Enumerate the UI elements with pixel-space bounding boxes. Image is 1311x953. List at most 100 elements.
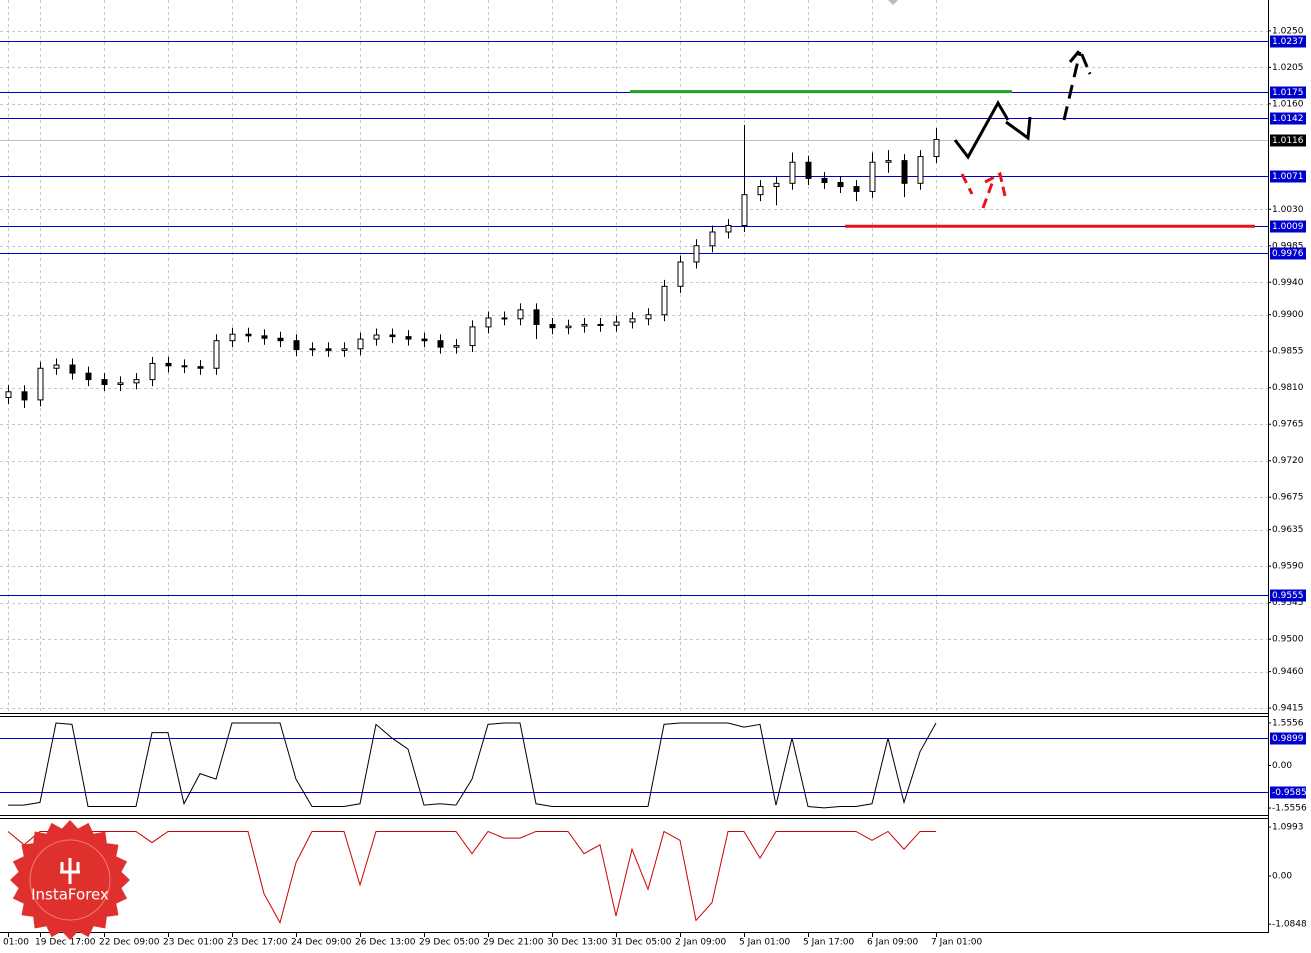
candle-body [933, 139, 940, 158]
y-tick-label: -1.0848 [1272, 920, 1307, 930]
candle-body [133, 379, 140, 384]
level-label: 1.0142 [1272, 114, 1304, 124]
candle-body [853, 186, 860, 192]
candle-body [789, 161, 796, 184]
y-tick-label: -1.5556 [1272, 804, 1307, 814]
candle-body [533, 309, 540, 325]
y-tick-label: 0.9765 [1272, 420, 1304, 430]
candle-body [741, 194, 748, 226]
candle-body [613, 321, 620, 326]
candle-body [277, 337, 284, 342]
shift-marker [888, 0, 898, 5]
x-tick-label: 29 Dec 05:00 [419, 938, 480, 948]
candle-body [197, 366, 204, 369]
candle-body [885, 160, 892, 163]
candle-body [357, 338, 364, 350]
candle-body [69, 364, 76, 374]
y-tick-label: 0.9460 [1272, 667, 1304, 677]
candle-body [869, 161, 876, 192]
level-label: 1.0071 [1272, 172, 1304, 182]
candle-body [373, 334, 380, 340]
candle-body [117, 382, 124, 385]
x-tick-label: 19 Dec 17:00 [35, 938, 96, 948]
level-label-box [1270, 170, 1306, 183]
y-tick-label: 1.5556 [1272, 718, 1304, 728]
candle-body [581, 323, 588, 327]
level-label-box [1270, 112, 1306, 125]
indicator-line [8, 722, 937, 809]
candle-body [565, 325, 572, 329]
x-tick-label: 23 Dec 01:00 [163, 938, 224, 948]
candle-body [101, 379, 108, 385]
logo-icon [60, 858, 80, 884]
x-tick-label: 01:00 [3, 938, 29, 948]
candle-body [469, 326, 476, 347]
level-label-box [1270, 220, 1306, 233]
level-label: 1.0009 [1272, 222, 1304, 232]
candle-body [725, 224, 732, 233]
candle-body [309, 348, 316, 351]
y-tick-label: 1.0030 [1272, 205, 1304, 215]
x-tick-label: 5 Jan 01:00 [739, 938, 791, 948]
candle-body [5, 391, 12, 398]
candle-body [773, 182, 780, 188]
y-tick-label: 0.9415 [1272, 704, 1304, 714]
candle-body [597, 323, 604, 326]
level-label: -0.9585 [1272, 788, 1307, 798]
level-label-box [1270, 35, 1306, 48]
level-label: 1.0237 [1272, 37, 1304, 47]
candle-body [549, 323, 556, 329]
indicator-line [7, 830, 936, 924]
candle-body [37, 367, 44, 401]
x-tick-label: 22 Dec 09:00 [99, 938, 160, 948]
candle-body [165, 362, 172, 367]
level-label-box [1270, 247, 1306, 260]
candle-body [645, 314, 652, 320]
y-tick-label: 0.9590 [1272, 562, 1304, 572]
logo-text: InstaForex [31, 886, 109, 904]
candle-body [293, 340, 300, 351]
candle-body [629, 318, 636, 323]
current-price-box [1270, 134, 1306, 147]
candle-body [517, 309, 524, 320]
y-tick-label: 0.9720 [1272, 456, 1304, 466]
candle-body [501, 317, 508, 320]
alt-forecast-arrow [984, 171, 1007, 197]
candle-body [677, 261, 684, 287]
x-tick-label: 6 Jan 09:00 [867, 938, 919, 948]
candle-body [53, 364, 60, 369]
y-tick-label: 0.9635 [1272, 525, 1304, 535]
candle-body [917, 156, 924, 184]
level-label-box [1270, 86, 1306, 99]
x-tick-label: 23 Dec 17:00 [227, 938, 288, 948]
current-price-label: 1.0116 [1272, 136, 1304, 146]
candle-body [757, 186, 764, 196]
y-tick-label: 1.0993 [1272, 823, 1304, 833]
y-tick-label: 0.9985 [1272, 241, 1304, 251]
y-tick-label: 0.9500 [1272, 635, 1304, 645]
alt-forecast-path [981, 177, 996, 209]
candle-body [837, 182, 844, 188]
candle-body [229, 333, 236, 342]
level-label: 0.9899 [1272, 734, 1304, 744]
y-tick-label: 0.9545 [1272, 598, 1304, 608]
y-tick-label: 0.9855 [1272, 347, 1304, 357]
y-tick-label: 1.0205 [1272, 63, 1304, 73]
forecast-arrow-head [1068, 47, 1092, 75]
y-tick-label: 0.9900 [1272, 310, 1304, 320]
y-tick-label: 0.9940 [1272, 278, 1304, 288]
x-tick-label: 31 Dec 05:00 [611, 938, 672, 948]
candle-body [21, 391, 28, 401]
candle-body [901, 160, 908, 184]
y-tick-label: 1.0250 [1272, 26, 1304, 36]
y-tick-label: 0.9675 [1272, 493, 1304, 503]
x-tick-label: 26 Dec 13:00 [355, 938, 416, 948]
candle-body [341, 348, 348, 351]
watermark-logo: InstaForex [10, 820, 130, 940]
candle-body [389, 334, 396, 338]
candle-body [805, 161, 812, 179]
candle-body [421, 338, 428, 342]
